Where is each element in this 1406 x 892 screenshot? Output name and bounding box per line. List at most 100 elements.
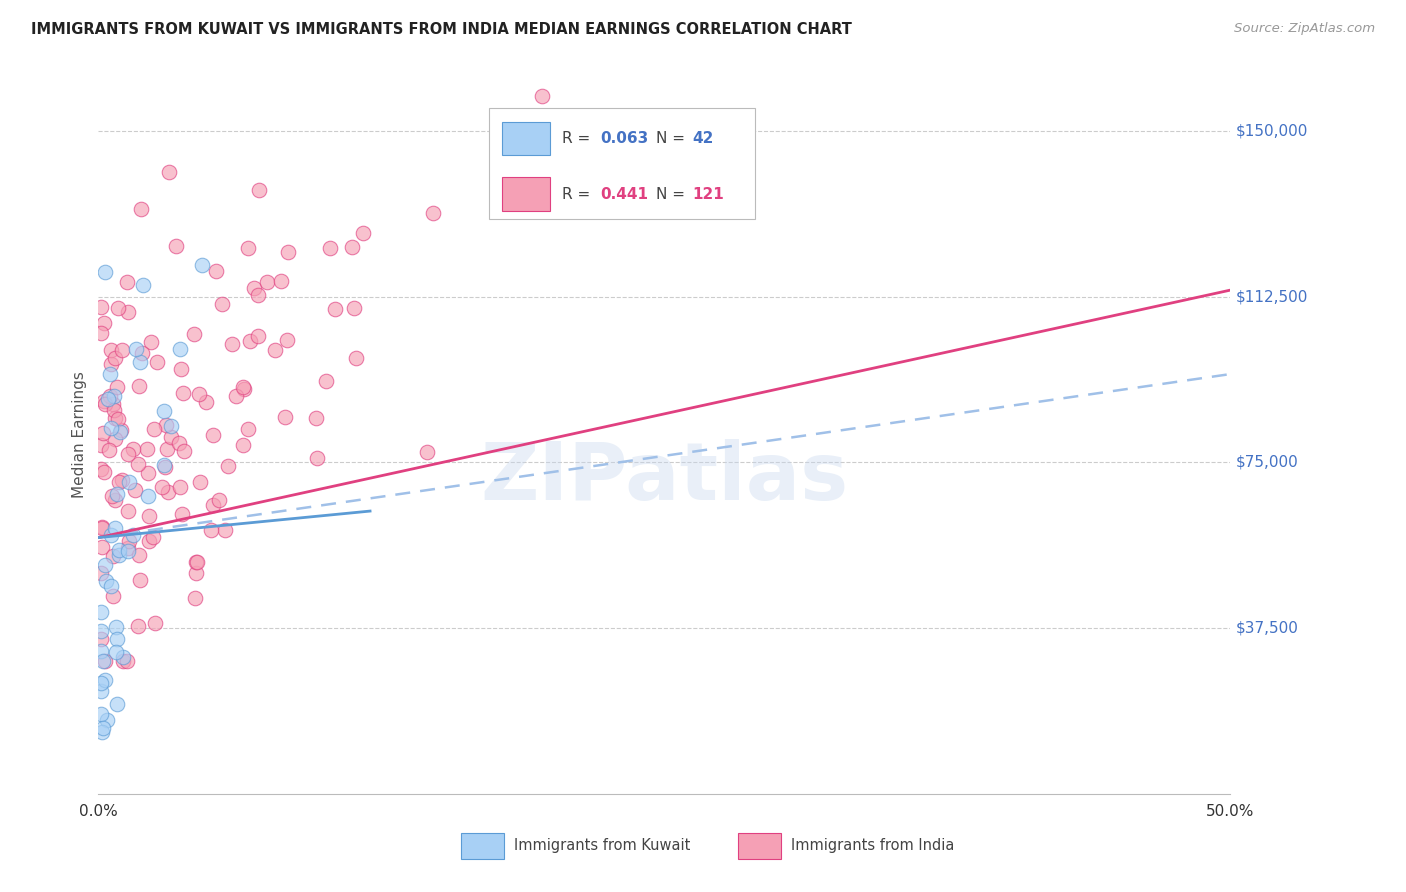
Point	[129, 573, 152, 587]
Point	[416, 445, 439, 459]
Point	[100, 357, 122, 371]
Point	[122, 442, 145, 456]
Text: $75,000: $75,000	[1236, 455, 1299, 470]
Point	[98, 389, 121, 403]
Point	[127, 619, 149, 633]
Point	[221, 336, 243, 351]
Point	[103, 403, 125, 417]
Point	[323, 302, 346, 317]
Point	[104, 410, 127, 425]
Point	[152, 458, 174, 473]
Point	[131, 277, 153, 292]
Point	[104, 493, 127, 508]
Text: ZIPatlas: ZIPatlas	[481, 439, 848, 517]
Bar	[502, 122, 550, 155]
Point	[214, 524, 236, 538]
Point	[105, 645, 128, 659]
Point	[90, 438, 112, 452]
Point	[141, 335, 163, 350]
Point	[90, 540, 112, 554]
Point	[90, 707, 112, 722]
Point	[91, 721, 114, 735]
Point	[319, 241, 342, 255]
Point	[157, 165, 180, 179]
Point	[94, 397, 117, 411]
Point	[156, 485, 179, 500]
Point	[170, 361, 193, 376]
Point	[188, 387, 211, 401]
Point	[93, 393, 115, 408]
Point	[91, 425, 114, 440]
Point	[117, 275, 139, 289]
Text: 0.441: 0.441	[600, 186, 648, 202]
Point	[90, 326, 112, 340]
Point	[225, 388, 247, 402]
Point	[100, 421, 122, 435]
Point	[91, 519, 114, 533]
Point	[236, 242, 259, 256]
Point	[172, 385, 194, 400]
Point	[108, 548, 131, 562]
Point	[239, 334, 262, 348]
Point	[138, 534, 160, 549]
Point	[94, 574, 117, 589]
Point	[98, 367, 121, 381]
Point	[101, 549, 124, 563]
Point	[142, 530, 165, 544]
Point	[122, 528, 145, 542]
Point	[108, 425, 131, 440]
Point	[263, 343, 285, 357]
Point	[118, 475, 141, 489]
Point	[277, 245, 299, 260]
Point	[115, 654, 138, 668]
Point	[186, 555, 208, 569]
Point	[107, 301, 129, 315]
Point	[143, 422, 166, 436]
Text: 0.063: 0.063	[600, 131, 648, 146]
Point	[155, 417, 177, 432]
FancyBboxPatch shape	[489, 108, 755, 219]
Text: R =: R =	[562, 186, 591, 202]
Point	[111, 473, 134, 487]
Point	[104, 521, 127, 535]
Point	[94, 265, 117, 279]
Point	[108, 475, 131, 489]
Point	[202, 428, 225, 442]
Point	[94, 558, 117, 573]
Point	[117, 504, 139, 518]
Point	[217, 459, 239, 474]
Point	[90, 605, 112, 619]
Point	[172, 507, 194, 521]
Point	[276, 333, 298, 347]
Point	[125, 342, 148, 356]
Point	[103, 389, 125, 403]
Point	[307, 450, 329, 465]
Point	[93, 316, 115, 330]
Point	[90, 684, 112, 698]
Point	[160, 419, 183, 434]
Point	[184, 591, 207, 605]
Point	[128, 548, 150, 562]
Point	[156, 442, 179, 457]
Point	[136, 467, 159, 481]
Point	[118, 534, 141, 549]
Point	[91, 654, 114, 668]
Point	[184, 566, 207, 581]
Point	[127, 457, 149, 471]
Point	[105, 487, 128, 501]
Point	[107, 543, 129, 558]
Point	[247, 183, 270, 197]
Point	[340, 239, 363, 253]
Point	[159, 430, 181, 444]
Point	[195, 395, 218, 409]
Point	[173, 444, 195, 458]
Point	[96, 714, 118, 728]
Point	[90, 676, 112, 690]
Point	[146, 354, 169, 368]
Point	[201, 498, 224, 512]
Point	[150, 480, 173, 494]
Point	[91, 725, 114, 739]
Point	[93, 465, 115, 479]
Point	[124, 483, 146, 498]
Point	[274, 409, 297, 424]
